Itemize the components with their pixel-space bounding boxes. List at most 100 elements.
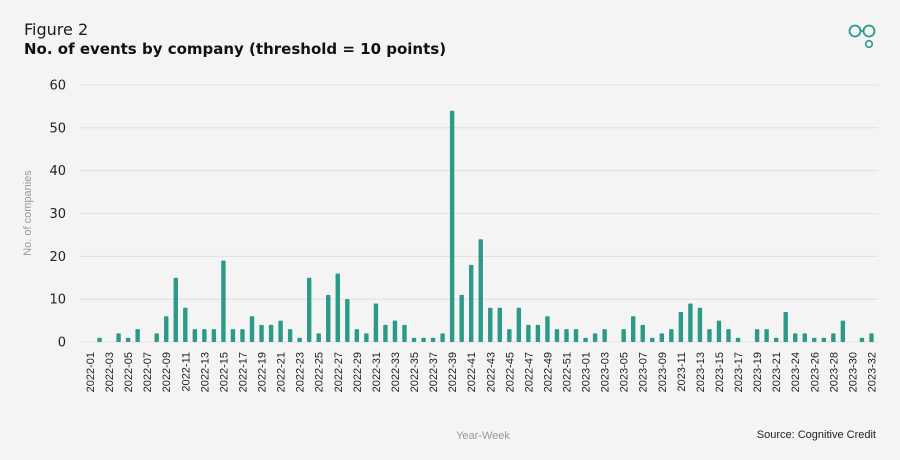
x-tick-label: 2022-49	[542, 352, 554, 392]
bar	[754, 329, 760, 342]
y-axis-label: No. of companies	[22, 170, 34, 256]
bar	[640, 324, 645, 342]
bar	[764, 329, 769, 342]
bar	[173, 277, 178, 342]
bar	[268, 324, 274, 342]
bar	[716, 320, 722, 342]
x-tick-label: 2023-03	[600, 352, 612, 392]
bar	[859, 337, 865, 342]
x-tick-label: 2022-41	[466, 352, 478, 392]
bar	[116, 333, 121, 342]
bar	[783, 312, 788, 342]
x-tick-label: 2022-15	[218, 352, 230, 392]
bar	[583, 337, 588, 342]
x-tick-label: 2022-25	[314, 352, 326, 392]
bar	[326, 294, 331, 342]
bar	[821, 337, 827, 342]
x-tick-label: 2022-13	[199, 352, 211, 392]
bar	[383, 324, 388, 342]
bar	[650, 337, 655, 342]
bar	[192, 329, 198, 342]
bar	[773, 337, 779, 342]
source-note: Source: Cognitive Credit	[756, 429, 876, 441]
x-tick-label: 2023-09	[657, 352, 669, 392]
bar	[554, 329, 560, 342]
bar	[202, 329, 207, 342]
x-tick-label: 2023-17	[733, 352, 745, 392]
x-tick-label: 2022-39	[447, 352, 459, 392]
bar	[707, 329, 712, 342]
bar	[230, 329, 236, 342]
x-tick-label: 2023-19	[752, 352, 764, 392]
x-tick-label: 2022-07	[142, 352, 154, 392]
bar	[306, 277, 312, 342]
bar	[221, 260, 226, 342]
bar	[678, 312, 684, 342]
bar	[516, 307, 522, 342]
bar	[697, 307, 703, 342]
bar	[869, 333, 874, 342]
bar	[478, 239, 483, 342]
x-tick-label: 2022-31	[371, 352, 383, 392]
bar	[592, 333, 598, 342]
bar	[631, 316, 636, 342]
bar	[573, 329, 579, 342]
bar	[259, 324, 264, 342]
bar	[469, 264, 474, 342]
y-tick-label: 40	[49, 164, 66, 179]
bar	[726, 329, 731, 342]
figure-label: Figure 2	[24, 20, 89, 39]
x-tick-label: 2023-26	[809, 352, 821, 392]
x-tick-label: 2022-17	[237, 352, 249, 392]
bar	[831, 333, 836, 342]
bar	[240, 329, 245, 342]
bar	[545, 316, 550, 342]
x-tick-label: 2023-32	[866, 352, 878, 392]
x-tick-label: 2023-07	[638, 352, 650, 392]
x-tick-label: 2023-05	[619, 352, 631, 392]
x-tick-label: 2023-01	[581, 352, 593, 392]
x-tick-label: 2022-21	[276, 352, 288, 392]
bar	[507, 329, 512, 342]
bar	[183, 307, 188, 342]
bar	[249, 316, 255, 342]
x-tick-label: 2022-29	[352, 352, 364, 392]
bar	[735, 337, 741, 342]
x-tick-label: 2023-24	[790, 352, 802, 392]
chart-title: No. of events by company (threshold = 10…	[24, 40, 447, 58]
bar	[345, 299, 350, 342]
y-tick-label: 0	[58, 336, 66, 351]
bar	[840, 320, 846, 342]
x-tick-label: 2022-45	[504, 352, 516, 392]
bar	[297, 337, 302, 342]
bar	[449, 110, 455, 342]
bar	[411, 337, 417, 342]
y-tick-label: 60	[49, 79, 66, 94]
y-tick-label: 50	[49, 121, 66, 136]
bar	[211, 329, 217, 342]
x-tick-label: 2022-47	[523, 352, 535, 392]
bar	[802, 333, 807, 342]
cognitive-credit-logo-icon	[848, 24, 876, 49]
bar	[392, 320, 398, 342]
x-tick-label: 2023-13	[695, 352, 707, 392]
x-tick-label: 2022-51	[562, 352, 574, 392]
bar	[564, 329, 569, 342]
bar	[793, 333, 798, 342]
bar	[421, 337, 426, 342]
y-tick-label: 30	[49, 207, 66, 222]
bar	[688, 303, 693, 342]
x-tick-label: 2023-30	[847, 352, 859, 392]
bar	[669, 329, 674, 342]
x-tick-label: 2022-19	[257, 352, 269, 392]
x-tick-label: 2023-21	[771, 352, 783, 392]
bar	[364, 333, 369, 342]
bar	[373, 303, 379, 342]
x-tick-label: 2022-03	[104, 352, 116, 392]
bar	[602, 329, 607, 342]
bar	[488, 307, 493, 342]
x-tick-label: 2022-33	[390, 352, 402, 392]
bar	[526, 324, 531, 342]
bar	[430, 337, 436, 342]
